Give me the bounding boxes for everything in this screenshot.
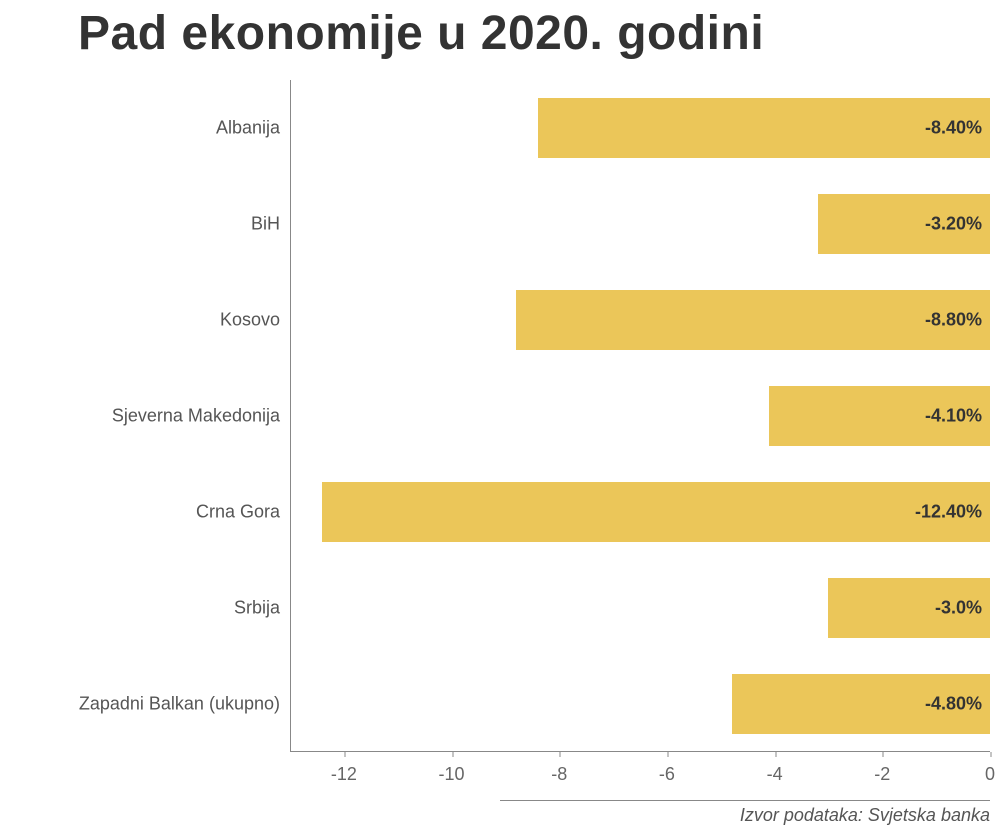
x-tick (667, 752, 668, 757)
y-category-label: Kosovo (220, 310, 280, 331)
y-category-label: Albanija (216, 118, 280, 139)
x-tick (775, 752, 776, 757)
chart-container: Pad ekonomije u 2020. godini Albanija BiH… (0, 0, 1000, 833)
y-category-label: Sjeverna Makedonija (112, 406, 280, 427)
x-tick (560, 752, 561, 757)
bar: -4.80% (732, 674, 990, 734)
bar: -4.10% (769, 386, 990, 446)
x-tick (883, 752, 884, 757)
y-category-label: BiH (251, 214, 280, 235)
bar: -12.40% (322, 482, 990, 542)
bar-value-label: -8.40% (925, 118, 982, 139)
source-text: Izvor podataka: Svjetska banka (500, 800, 990, 826)
bar: -8.80% (516, 290, 990, 350)
bar-value-label: -3.20% (925, 214, 982, 235)
x-tick-label: -2 (874, 764, 890, 785)
x-tick-label: -10 (439, 764, 465, 785)
x-axis-labels: -12-10-8-6-4-20 (290, 758, 990, 788)
y-category-label: Srbija (234, 598, 280, 619)
x-tick (991, 752, 992, 757)
bar-value-label: -3.0% (935, 598, 982, 619)
bar-value-label: -4.10% (925, 406, 982, 427)
y-category-label: Crna Gora (196, 502, 280, 523)
x-tick-label: -8 (551, 764, 567, 785)
bar-value-label: -4.80% (925, 694, 982, 715)
bar: -3.20% (818, 194, 990, 254)
chart-title: Pad ekonomije u 2020. godini (78, 6, 764, 61)
x-tick-label: -4 (767, 764, 783, 785)
x-tick (344, 752, 345, 757)
plot-area: -8.40% -3.20% -8.80% -4.10% -12.40% -3.0% -4.8… (290, 80, 990, 752)
bar: -3.0% (828, 578, 990, 638)
bar: -8.40% (538, 98, 990, 158)
x-tick-label: -12 (331, 764, 357, 785)
y-category-label: Zapadni Balkan (ukupno) (79, 694, 280, 715)
x-tick (452, 752, 453, 757)
y-axis-labels: Albanija BiH Kosovo Sjeverna Makedonija Crna… (0, 80, 280, 752)
x-tick-label: 0 (985, 764, 995, 785)
x-tick-label: -6 (659, 764, 675, 785)
bar-value-label: -12.40% (915, 502, 982, 523)
bar-value-label: -8.80% (925, 310, 982, 331)
